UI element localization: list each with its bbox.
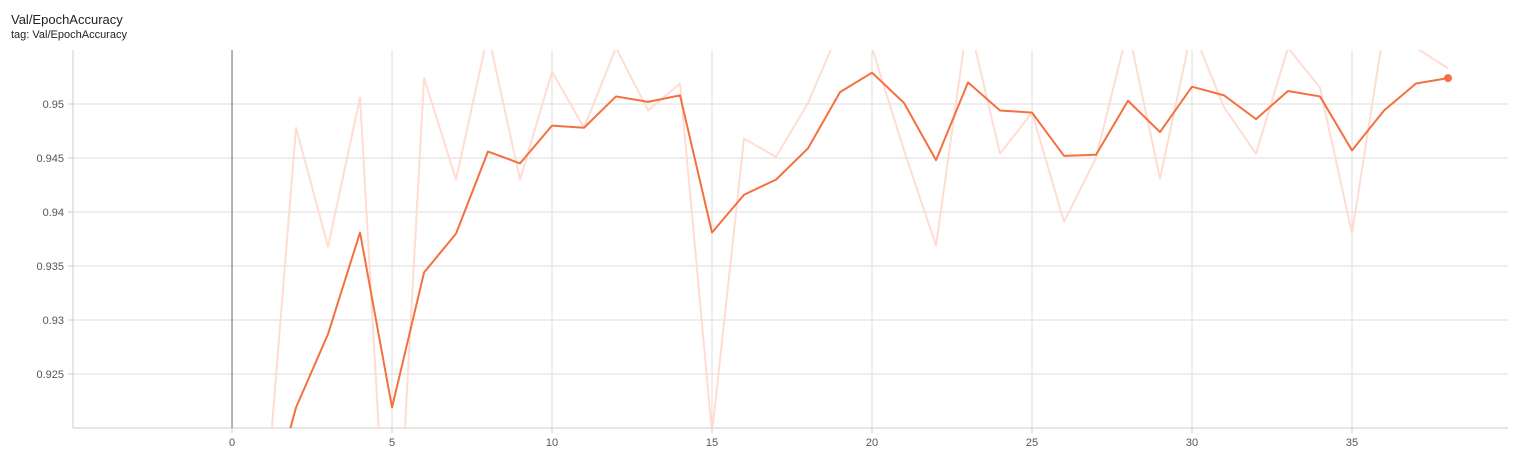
- y-tick-label: 0.925: [36, 369, 64, 381]
- x-tick-label: 10: [546, 437, 558, 449]
- x-tick-label: 35: [1346, 437, 1358, 449]
- chart-title: Val/EpochAccuracy: [11, 12, 123, 27]
- last-point: [1444, 74, 1453, 83]
- series-line: [289, 71, 1449, 428]
- y-tick-label: 0.945: [36, 153, 64, 165]
- y-tick-label: 0.93: [43, 315, 64, 327]
- plot-area: [270, 50, 1449, 428]
- y-tick-label: 0.935: [36, 261, 64, 273]
- x-tick-label: 15: [706, 437, 718, 449]
- y-tick-label: 0.94: [43, 207, 64, 219]
- x-tick-label: 30: [1186, 437, 1198, 449]
- chart-subtitle: tag: Val/EpochAccuracy: [11, 29, 127, 41]
- x-tick-label: 25: [1026, 437, 1038, 449]
- x-tick-label: 20: [866, 437, 878, 449]
- y-tick-label: 0.95: [43, 99, 64, 111]
- x-tick-label: 0: [229, 437, 235, 449]
- series-line: [270, 50, 1449, 428]
- x-tick-label: 5: [389, 437, 395, 449]
